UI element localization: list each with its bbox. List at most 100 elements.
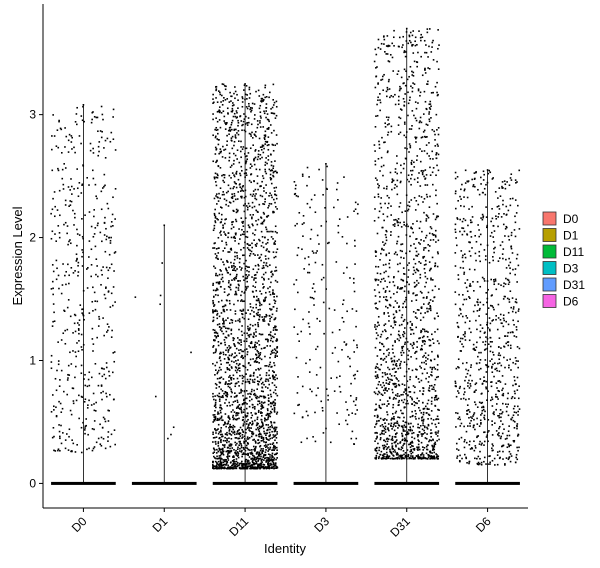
point [274,302,276,305]
point [213,455,215,458]
point [325,288,327,290]
point [269,389,272,392]
point [105,287,107,289]
point [396,263,399,266]
point [396,452,398,455]
point [485,371,488,373]
point [498,362,501,364]
point [230,360,233,363]
point [241,254,244,257]
point [314,290,316,293]
points-D11 [212,83,279,470]
point [381,75,384,78]
point [272,149,275,152]
point [72,209,74,212]
point [77,328,80,330]
point [84,432,86,435]
point [248,345,250,347]
point [403,457,405,460]
point [236,465,239,468]
point [227,385,230,388]
point [423,135,426,138]
point [88,256,90,258]
point [274,439,276,442]
point [260,425,263,428]
point [213,197,216,200]
point [395,377,398,379]
point [260,421,263,423]
point [425,123,428,126]
point [240,389,242,392]
point [314,211,317,214]
point [224,234,227,236]
point [397,124,400,126]
point [269,192,271,195]
point [434,457,436,460]
point [215,429,217,432]
point [418,241,420,244]
point [242,380,244,382]
point [226,261,229,263]
point [407,455,409,458]
point [309,238,312,240]
point [234,182,237,185]
point [255,353,257,356]
point [272,391,275,394]
point [400,448,402,451]
point [418,400,420,402]
point [417,456,419,458]
point [397,133,400,135]
point [245,407,248,410]
point [264,446,267,449]
point [467,369,470,372]
point [351,308,354,310]
point [220,438,222,441]
point [388,388,390,390]
point [105,238,108,241]
point [263,432,266,435]
point [72,402,75,405]
point [510,247,513,250]
point [420,433,423,435]
point [218,109,221,112]
point [437,215,440,218]
point [410,177,412,180]
point [70,135,73,137]
point [58,232,61,234]
point [427,216,430,219]
point [219,406,221,409]
point [275,426,278,429]
point [97,275,99,278]
point [379,438,382,441]
point [260,303,263,306]
point [93,409,96,412]
point [228,466,231,469]
point [94,362,97,365]
point [235,362,238,365]
point [268,431,271,434]
point [257,264,260,267]
point [334,346,337,349]
point [223,310,226,313]
point [492,241,495,243]
point [403,105,406,107]
point [238,284,240,287]
point [269,173,272,176]
point [264,143,266,145]
point [260,358,263,361]
point [410,169,412,172]
point [379,170,381,172]
point [55,240,58,242]
point [242,120,245,123]
point [233,92,235,95]
point [434,218,437,221]
point [243,262,245,265]
point [386,455,389,457]
point [415,268,418,270]
point [388,290,391,293]
point [315,394,318,397]
point [386,88,389,91]
point [248,429,250,431]
point [300,330,303,333]
point [76,342,78,344]
